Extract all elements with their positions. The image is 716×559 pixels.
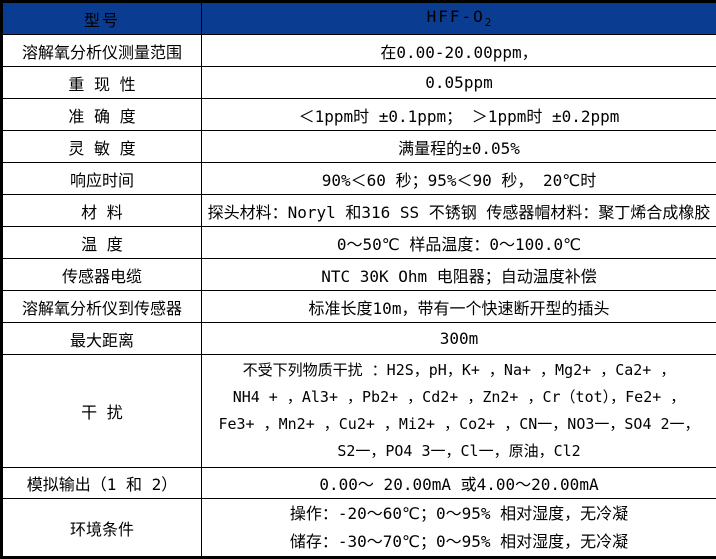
row-label: 传感器电缆 [2, 259, 202, 291]
row-value: 0.05ppm [202, 67, 716, 99]
row-label: 准 确 度 [2, 99, 202, 131]
row-label: 环境条件 [2, 499, 202, 558]
table-row-sensor-cable: 传感器电缆 NTC 30K Ohm 电阻器；自动温度补偿 [2, 259, 716, 291]
row-value: 90%＜60 秒；95%＜90 秒， 20℃时 [202, 163, 716, 195]
row-label: 溶解氧分析仪到传感器 [2, 291, 202, 323]
row-label: 重 现 性 [2, 67, 202, 99]
row-label: 模拟输出（1 和 2） [2, 468, 202, 499]
row-label: 材 料 [2, 195, 202, 227]
row-value: 满量程的±0.05% [202, 131, 716, 163]
row-value: 0～50℃ 样品温度：0～100.0℃ [202, 227, 716, 259]
row-label: 最大距离 [2, 323, 202, 355]
row-value: ＜1ppm时 ±0.1ppm； ＞1ppm时 ±0.2ppm [202, 99, 716, 131]
environment-line-storage: 储存：-30～70℃；0～95% 相对湿度，无冷凝 [205, 528, 713, 556]
table-row-temperature: 温 度 0～50℃ 样品温度：0～100.0℃ [2, 227, 716, 259]
table-row-environment: 环境条件 操作：-20～60℃；0～95% 相对湿度，无冷凝 储存：-30～70… [2, 499, 716, 558]
row-label: 干 扰 [2, 355, 202, 468]
table-row-analog-output: 模拟输出（1 和 2） 0.00～ 20.00mA 或4.00～20.00mA [2, 468, 716, 499]
interference-line-2: NH4 + ，Al3+ ，Pb2+ ，Cd2+ ，Zn2+ ，Cr（tot），F… [205, 384, 713, 411]
table-row-analyzer-to-sensor: 溶解氧分析仪到传感器 标准长度10m，带有一个快速断开型的插头 [2, 291, 716, 323]
table-row-accuracy: 准 确 度 ＜1ppm时 ±0.1ppm； ＞1ppm时 ±0.2ppm [2, 99, 716, 131]
row-value: 在0.00-20.00ppm， [202, 35, 716, 67]
environment-value: 操作：-20～60℃；0～95% 相对湿度，无冷凝 储存：-30～70℃；0～9… [202, 499, 716, 558]
table-row-interference: 干 扰 不受下列物质干扰 ：H2S，pH，K+ ，Na+ ，Mg2+ ，Ca2+… [2, 355, 716, 468]
row-label: 温 度 [2, 227, 202, 259]
row-label: 响应时间 [2, 163, 202, 195]
row-value: 探头材料：Noryl 和316 SS 不锈钢 传感器帽材料：聚丁烯合成橡胶 [202, 195, 716, 227]
row-value: NTC 30K Ohm 电阻器；自动温度补偿 [202, 259, 716, 291]
header-model-label: 型号 [2, 2, 202, 35]
interference-line-3: Fe3+ ，Mn2+ ，Cu2+ ，Mi2+ ，Co2+ ，CN一，NO3一，S… [205, 411, 713, 438]
interference-value: 不受下列物质干扰 ：H2S，pH，K+ ，Na+ ，Mg2+ ，Ca2+ ， N… [202, 355, 716, 468]
row-label: 溶解氧分析仪测量范围 [2, 35, 202, 67]
table-header-row: 型号 HFF-O2 [2, 2, 716, 35]
table-row-sensitivity: 灵 敏 度 满量程的±0.05% [2, 131, 716, 163]
row-value: 300m [202, 323, 716, 355]
model-name-subscript: 2 [485, 17, 492, 30]
table-row-material: 材 料 探头材料：Noryl 和316 SS 不锈钢 传感器帽材料：聚丁烯合成橡… [2, 195, 716, 227]
table-row-measure-range: 溶解氧分析仪测量范围 在0.00-20.00ppm， [2, 35, 716, 67]
row-value: 标准长度10m，带有一个快速断开型的插头 [202, 291, 716, 323]
model-name: HFF-O [427, 7, 485, 26]
header-model-value: HFF-O2 [202, 2, 716, 35]
environment-line-operation: 操作：-20～60℃；0～95% 相对湿度，无冷凝 [205, 500, 713, 528]
table-row-repeatability: 重 现 性 0.05ppm [2, 67, 716, 99]
table-row-response-time: 响应时间 90%＜60 秒；95%＜90 秒， 20℃时 [2, 163, 716, 195]
row-value: 0.00～ 20.00mA 或4.00～20.00mA [202, 468, 716, 499]
interference-line-1: 不受下列物质干扰 ：H2S，pH，K+ ，Na+ ，Mg2+ ，Ca2+ ， [205, 357, 713, 384]
row-label: 灵 敏 度 [2, 131, 202, 163]
table-row-max-distance: 最大距离 300m [2, 323, 716, 355]
interference-line-4: S2一，PO4 3一，Cl一，原油，Cl2 [205, 438, 713, 465]
